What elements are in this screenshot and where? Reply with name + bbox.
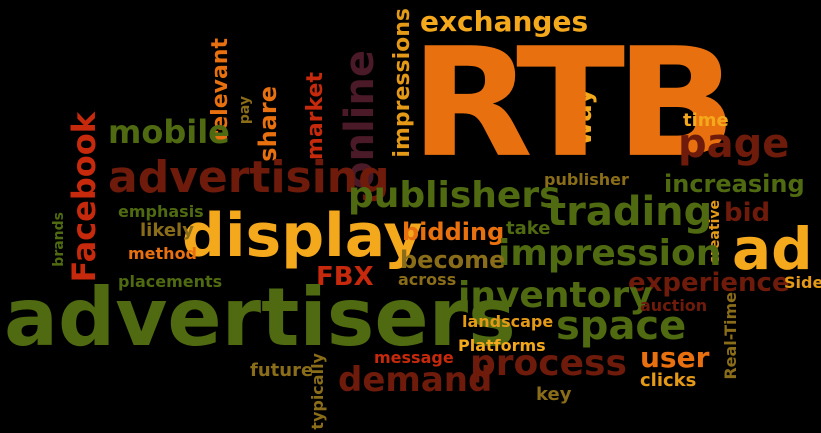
word-side: Side [784,273,821,292]
word-method: method [128,244,198,263]
word-increasing: increasing [664,170,805,198]
word-advertising: advertising [108,152,390,203]
word-across: across [398,270,457,289]
word-likely: likely [140,220,194,241]
word-space: space [556,303,687,349]
word-market: market [303,72,328,161]
word-real-time: Real-Time [721,292,740,380]
word-become: become [400,246,506,274]
word-platforms: Platforms [458,336,546,355]
word-facebook: Facebook [65,112,103,283]
word-inventory: inventory [458,275,653,316]
word-auction: auction [640,296,708,315]
word-pay: pay [237,96,253,125]
word-user: user [640,341,710,374]
word-display: display [182,201,423,271]
word-publisher: publisher [544,170,629,189]
word-advertisers: advertisers [4,271,516,364]
word-future: future [250,360,314,381]
word-clicks: clicks [640,370,697,391]
word-publishers: publishers [348,175,561,216]
word-fbx: FBX [316,262,374,292]
word-take: take [506,218,551,239]
word-bidding: bidding [402,218,505,246]
word-ad: ad [732,215,813,283]
word-brands: brands [51,212,67,267]
word-landscape: landscape [462,312,554,331]
word-time: time [683,110,729,131]
word-page: page [678,121,790,167]
word-emphasis: emphasis [118,202,204,221]
word-key: key [536,384,572,405]
word-bid: bid [724,198,771,228]
word-message: message [374,348,454,367]
word-experience: experience [628,268,790,298]
word-process: process [470,343,627,384]
word-placements: placements [118,272,223,291]
word-demand: demand [338,360,493,400]
word-impression: impression [498,233,722,274]
word-rtb: RTB [410,14,737,191]
word-mobile: mobile [108,113,230,151]
word-exchanges: exchanges [420,5,589,38]
word-share: share [254,86,282,162]
word-trading: trading [547,189,713,235]
